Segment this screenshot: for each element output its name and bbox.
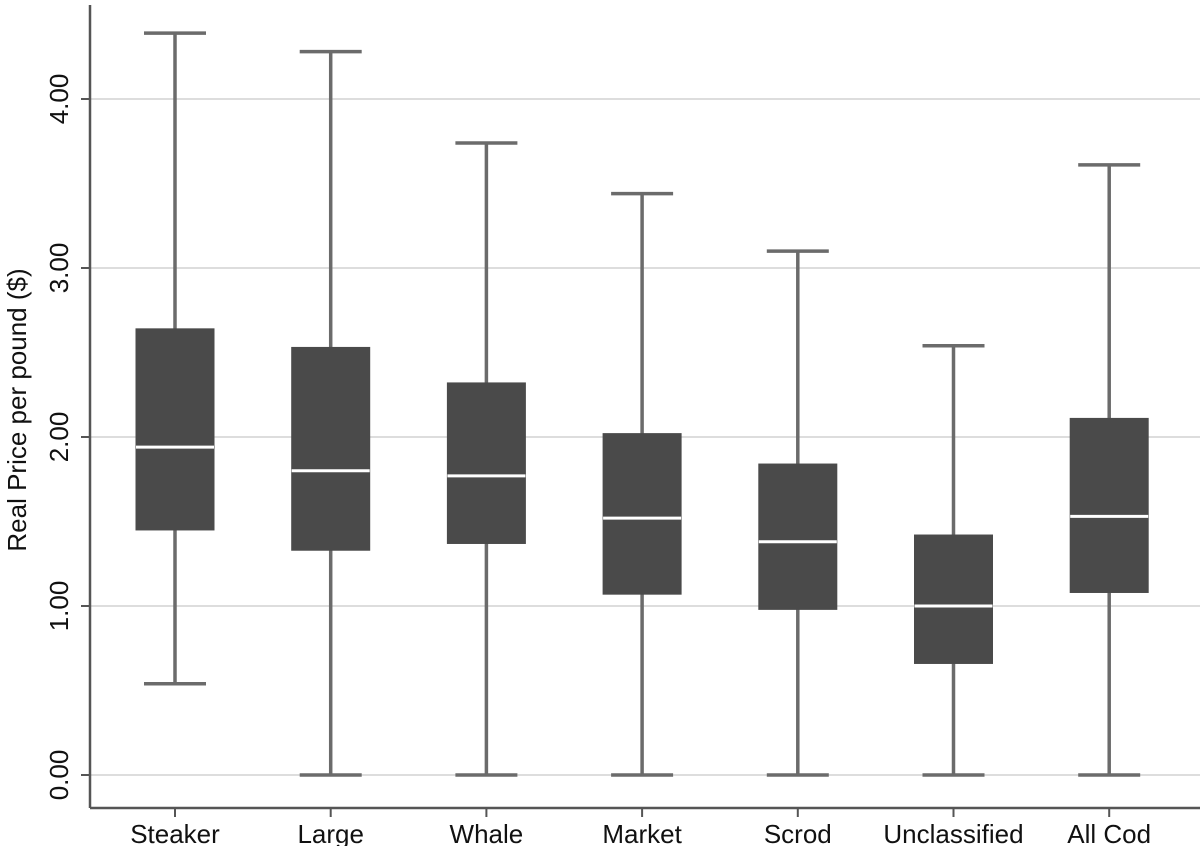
iqr-box <box>758 463 838 610</box>
iqr-box <box>291 346 371 551</box>
iqr-box <box>135 328 215 531</box>
box-group <box>446 141 526 777</box>
axes <box>88 5 1200 810</box>
iqr-box <box>602 433 682 595</box>
y-tick-label: 4.00 <box>44 74 74 125</box>
x-tick-label: All Cod <box>1067 819 1151 846</box>
x-tick-label: Unclassified <box>883 819 1023 846</box>
x-tick-label: Large <box>297 819 364 846</box>
box-group <box>135 31 215 686</box>
box-group <box>1069 163 1149 777</box>
box-group <box>758 249 838 777</box>
y-ticks: 0.00 1.00 2.00 3.00 4.00 <box>44 74 90 801</box>
y-tick-label: 0.00 <box>44 750 74 801</box>
y-axis-title: Real Price per pound ($) <box>2 268 32 551</box>
box-group <box>602 191 682 777</box>
x-tick-label: Whale <box>450 819 524 846</box>
boxes <box>135 31 1149 777</box>
x-tick-label: Scrod <box>764 819 832 846</box>
box-group <box>291 49 371 777</box>
y-tick-label: 1.00 <box>44 581 74 632</box>
x-ticks: Steaker Large Whale Market Scrod Unclassified… <box>130 808 1151 846</box>
y-tick-label: 3.00 <box>44 243 74 294</box>
box-group <box>914 343 993 777</box>
iqr-box <box>446 382 526 544</box>
y-tick-label: 2.00 <box>44 412 74 463</box>
x-tick-label: Market <box>602 819 682 846</box>
iqr-box <box>1069 417 1149 593</box>
iqr-box <box>914 534 993 664</box>
x-tick-label: Steaker <box>130 819 220 846</box>
